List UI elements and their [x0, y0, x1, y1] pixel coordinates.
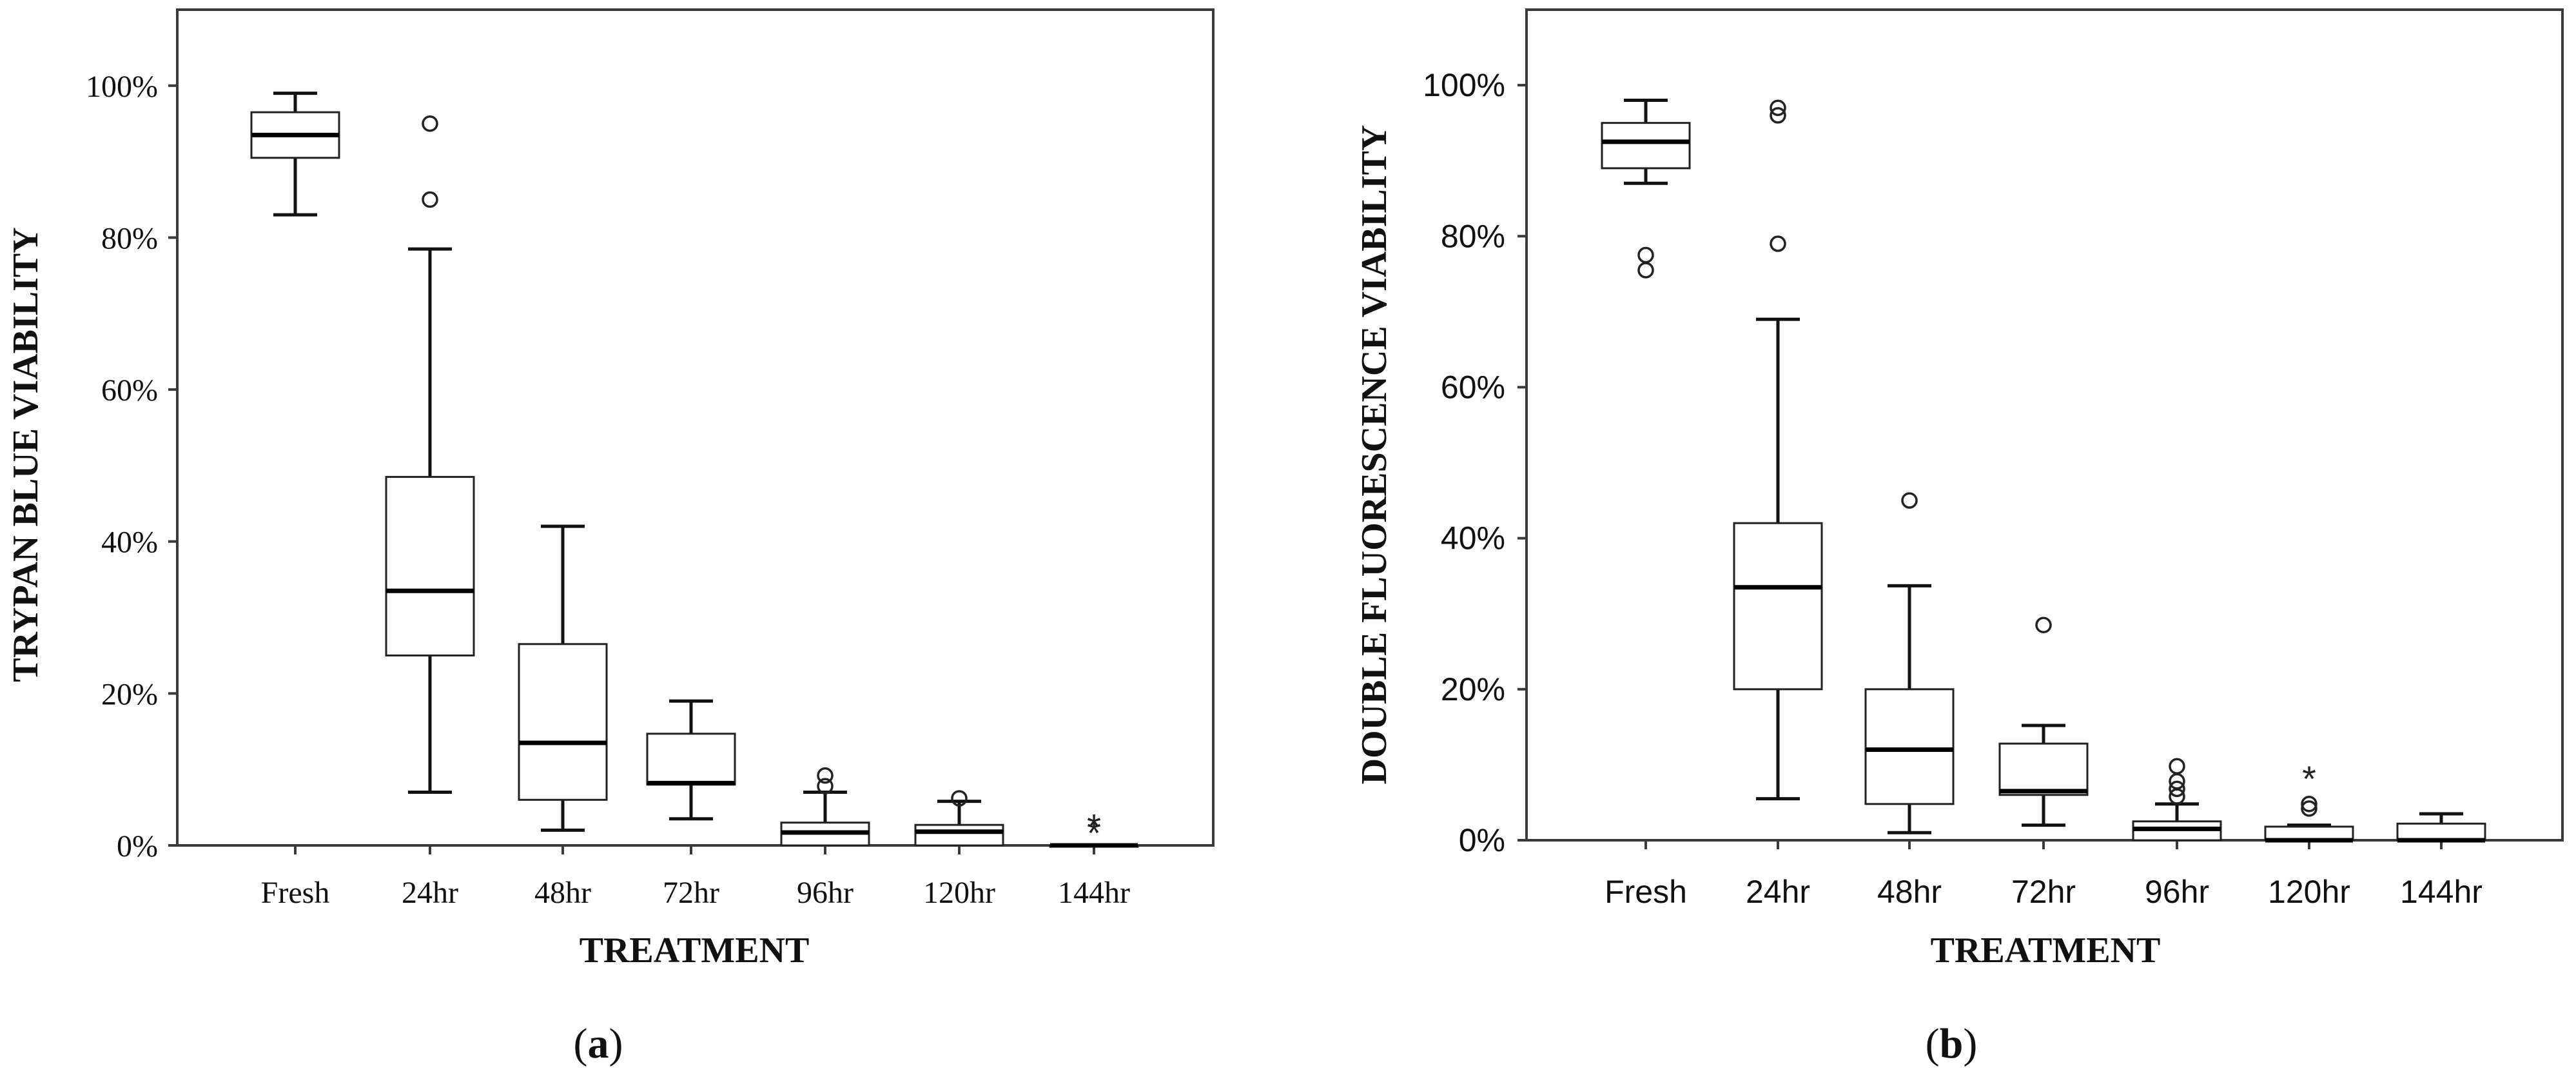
- outlier-point: [1770, 99, 1786, 116]
- outlier-point: [1901, 492, 1918, 509]
- y-tick-label: 80%: [1441, 218, 1505, 254]
- x-tick-label: 144hr: [1058, 876, 1130, 910]
- x-tick-label: 24hr: [402, 876, 458, 910]
- box-iqr: [1864, 688, 1955, 805]
- extreme-point: *: [1087, 807, 1101, 847]
- x-tick-label: 144hr: [2400, 874, 2483, 910]
- outlier-point: [1770, 235, 1786, 252]
- outlier-point: [2169, 780, 2185, 798]
- outlier-point: [1637, 262, 1654, 279]
- x-tick-label: 72hr: [663, 876, 719, 910]
- box-Fresh: [1601, 99, 1691, 279]
- y-tick-label: 100%: [86, 70, 158, 104]
- box-72hr: [1998, 616, 2089, 827]
- box-72hr: [646, 699, 736, 821]
- box-120hr: *: [2264, 758, 2354, 843]
- x-tick-label: 120hr: [923, 876, 995, 910]
- x-axis-title: TREATMENT: [580, 931, 810, 971]
- x-tick-label: 96hr: [2145, 874, 2209, 910]
- x-axis-title: TREATMENT: [1931, 931, 2161, 971]
- y-tick-label: 0%: [1459, 822, 1505, 858]
- x-tick-label: 48hr: [1877, 874, 1942, 910]
- outlier-point: [2301, 796, 2317, 813]
- outlier-point: [951, 790, 968, 807]
- x-tick-label: 24hr: [1746, 874, 1810, 910]
- extreme-point: *: [1087, 813, 1101, 853]
- panel-caption-close: ): [1963, 1020, 1977, 1067]
- box-iqr: [1998, 742, 2089, 796]
- x-tick-label: 48hr: [534, 876, 591, 910]
- outlier-point: [1770, 107, 1786, 124]
- box-iqr: [2396, 822, 2486, 842]
- box-48hr: [1864, 492, 1955, 834]
- y-tick-label: 40%: [101, 526, 158, 560]
- panel-caption-close: ): [609, 1020, 623, 1067]
- y-axis-title: DOUBLE FLUORESCENCE VIABILITY: [1354, 125, 1394, 785]
- panel-caption: (a): [574, 1020, 623, 1067]
- y-tick-label: 20%: [1441, 671, 1505, 707]
- y-tick-label: 0%: [117, 829, 158, 863]
- outlier-point: [422, 191, 438, 208]
- outlier-point: [2035, 616, 2052, 634]
- box-144hr: **: [1049, 807, 1139, 853]
- panel-b: 0% 20% 40% 60% 80% 100% Fresh 24hr 48hr 72hr 96hr 1…: [1354, 8, 2564, 1067]
- panel-caption: (b): [1926, 1020, 1978, 1067]
- box-96hr: [780, 767, 870, 847]
- x-tick-label: 96hr: [797, 876, 854, 910]
- y-tick-label: 20%: [101, 677, 158, 711]
- plot-frame: [176, 8, 1215, 847]
- box-Fresh: [250, 92, 340, 217]
- outlier-point: [2301, 800, 2317, 817]
- y-tick-label: 40%: [1441, 520, 1505, 557]
- extreme-point: *: [2302, 758, 2316, 799]
- box-120hr: [914, 790, 1004, 847]
- box-iqr: [1733, 522, 1823, 691]
- x-tick-label: 72hr: [2011, 874, 2076, 910]
- y-tick-label: 100%: [1423, 67, 1505, 103]
- y-tick-label: 80%: [101, 221, 158, 255]
- outlier-point: [2169, 758, 2185, 775]
- x-tick-label: Fresh: [261, 876, 330, 910]
- box-48hr: [518, 524, 608, 832]
- outlier-point: [817, 767, 834, 784]
- box-24hr: [385, 115, 475, 794]
- panel-a: 0% 20% 40% 60% 80% 100% Fresh 24hr 48hr 72hr 96hr 1…: [6, 8, 1215, 1067]
- box-iqr: [518, 643, 608, 801]
- box-iqr: [1601, 122, 1691, 170]
- box-144hr: [2396, 812, 2486, 843]
- box-iqr: [646, 733, 736, 786]
- box-iqr: [914, 823, 1004, 847]
- y-tick-label: 60%: [1441, 369, 1505, 405]
- x-tick-label: 120hr: [2268, 874, 2350, 910]
- panel-caption-open: (: [574, 1020, 588, 1067]
- box-96hr: [2132, 758, 2222, 842]
- panel-caption-open: (: [1926, 1020, 1940, 1067]
- outlier-point: [817, 778, 834, 794]
- box-24hr: [1733, 99, 1823, 801]
- y-tick-label: 60%: [101, 373, 158, 408]
- outlier-point: [1637, 246, 1654, 264]
- y-axis-title: TRYPAN BLUE VIABILITY: [6, 227, 46, 682]
- outlier-point: [422, 115, 438, 132]
- panel-caption-letter: a: [588, 1020, 609, 1067]
- panel-caption-letter: b: [1940, 1020, 1964, 1067]
- box-iqr: [385, 476, 475, 656]
- x-tick-label: Fresh: [1605, 874, 1687, 910]
